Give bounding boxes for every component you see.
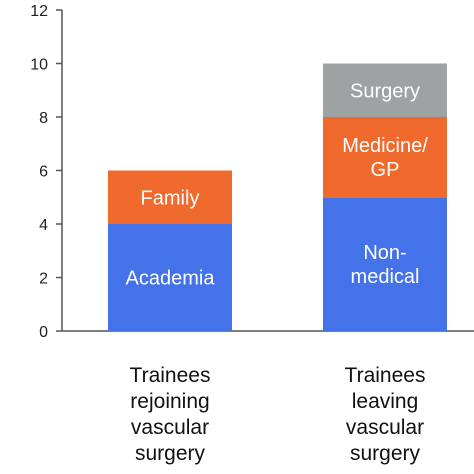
- category-label: Trainees: [130, 364, 211, 387]
- segment-label: medical: [351, 266, 420, 288]
- category-label: vascular: [131, 416, 209, 439]
- segment-label: Surgery: [350, 80, 420, 102]
- segment-label: Non-: [363, 242, 406, 264]
- chart-bars: Academia Family Non-medical Medicine/GP Surg…: [108, 63, 447, 331]
- category-label: surgery: [350, 442, 421, 465]
- segment-label: Academia: [126, 268, 216, 290]
- y-tick-label: 2: [39, 271, 48, 288]
- y-tick-label: 10: [30, 57, 48, 74]
- segment-label: Medicine/: [342, 135, 428, 157]
- y-tick-label: 0: [39, 324, 48, 341]
- category-label: vascular: [346, 416, 424, 439]
- category-labels: Trainees rejoining vascular surgery Trainees…: [130, 364, 426, 465]
- y-tick-label: 8: [39, 110, 48, 127]
- bar-segment: [323, 63, 447, 117]
- bar-segment: [108, 224, 232, 331]
- y-tick-label: 6: [39, 164, 48, 181]
- y-tick-label: 4: [39, 217, 48, 234]
- category-label: leaving: [352, 390, 419, 413]
- category-label: Trainees: [345, 364, 426, 387]
- bar-segment: [323, 197, 447, 331]
- segment-label: Family: [141, 187, 200, 209]
- category-label: surgery: [135, 442, 206, 465]
- bar-segment: [323, 117, 447, 198]
- category-label: rejoining: [130, 390, 209, 413]
- y-tick-label: 12: [30, 3, 48, 20]
- segment-label: GP: [371, 159, 400, 181]
- bar-segment: [108, 170, 232, 224]
